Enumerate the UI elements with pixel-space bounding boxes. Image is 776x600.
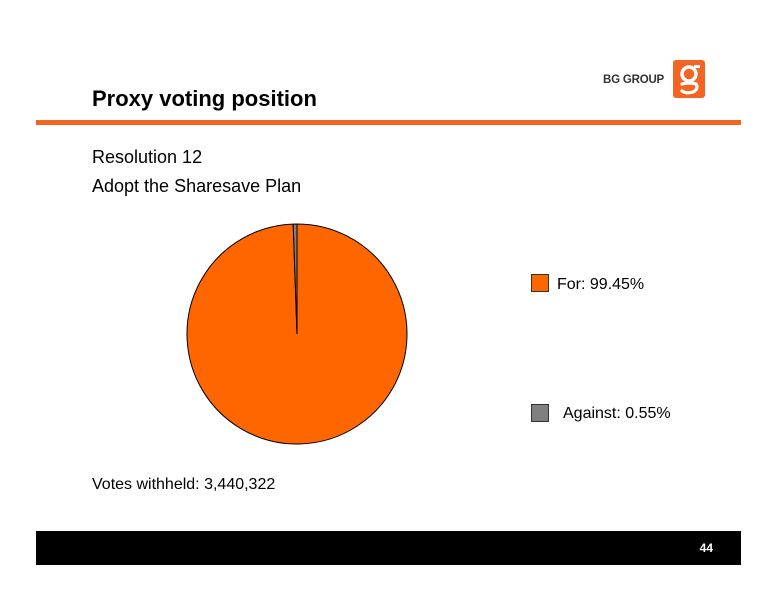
title-divider [36,120,741,125]
footer-bar: 44 [36,531,741,565]
votes-withheld: Votes withheld: 3,440,322 [92,476,276,493]
resolution-number: Resolution 12 [92,147,203,167]
bg-g-logo-icon [673,60,705,98]
pie-slice-against [292,223,298,335]
page-title: Proxy voting position [92,86,317,111]
legend-label-against: Against: 0.55% [563,405,671,422]
legend-label-for: For: 99.45% [557,276,645,293]
resolution-description: Adopt the Sharesave Plan [92,176,302,196]
legend-swatch-for [531,274,549,292]
page-number: 44 [699,541,713,555]
legend-swatch-against [531,404,549,422]
brand-name: BG GROUP [603,74,665,86]
